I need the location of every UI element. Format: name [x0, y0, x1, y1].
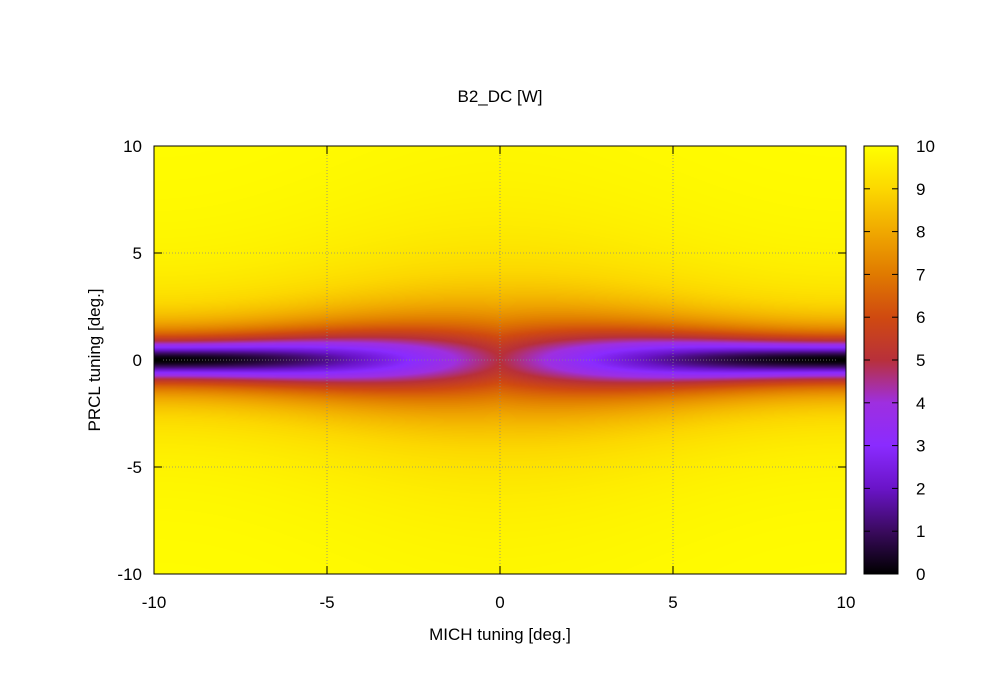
- x-tick-label: 0: [495, 593, 504, 612]
- colorbar-tick-label: 3: [916, 437, 925, 456]
- x-axis-label: MICH tuning [deg.]: [429, 625, 571, 644]
- x-tick-label: 5: [668, 593, 677, 612]
- x-axis-ticks: -10 -5 0 5 10: [142, 146, 856, 612]
- colorbar-tick-label: 1: [916, 522, 925, 541]
- colorbar-tick-label: 8: [916, 223, 925, 242]
- colorbar-ticks: 0 1 2 3 4 5 6 7 8 9 10: [864, 137, 935, 584]
- x-tick-label: -10: [142, 593, 167, 612]
- y-axis-ticks: -10 -5 0 5 10: [117, 137, 846, 584]
- y-axis-label: PRCL tuning [deg.]: [85, 288, 104, 431]
- chart-title: B2_DC [W]: [457, 87, 542, 106]
- colorbar-tick-label: 5: [916, 351, 925, 370]
- colorbar-tick-label: 10: [916, 137, 935, 156]
- x-tick-label: 10: [837, 593, 856, 612]
- y-tick-label: -10: [117, 565, 142, 584]
- colorbar-tick-label: 9: [916, 180, 925, 199]
- colorbar-tick-label: 7: [916, 265, 925, 284]
- colorbar-tick-label: 0: [916, 565, 925, 584]
- colorbar-tick-label: 4: [916, 394, 925, 413]
- grid-lines: [154, 146, 846, 574]
- colorbar-tick-label: 2: [916, 479, 925, 498]
- colorbar-tick-label: 6: [916, 308, 925, 327]
- y-tick-label: 0: [133, 351, 142, 370]
- y-tick-label: -5: [127, 458, 142, 477]
- y-tick-label: 5: [133, 244, 142, 263]
- y-tick-label: 10: [123, 137, 142, 156]
- x-tick-label: -5: [319, 593, 334, 612]
